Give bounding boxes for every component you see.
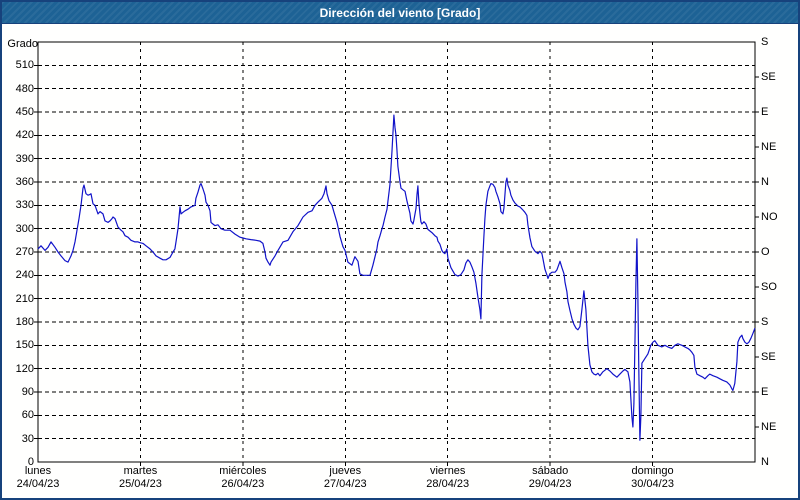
window-title: Dirección del viento [Grado]	[319, 5, 481, 20]
y-axis-label-right: O	[761, 246, 770, 258]
wind-direction-chart	[34, 41, 759, 466]
weekday-label: viernes	[429, 465, 466, 477]
y-axis-label-right: NE	[761, 141, 777, 153]
date-label: 28/04/23	[426, 478, 470, 490]
weekday-label: jueves	[329, 465, 362, 477]
title-bar: Dirección del viento [Grado]	[2, 2, 798, 24]
y-axis-label-left: 300	[15, 222, 34, 235]
y-axis-label-right: SO	[761, 281, 777, 293]
y-axis-label-left: 150	[15, 339, 34, 352]
y-axis-label-left: 90	[21, 386, 34, 398]
date-label: 30/04/23	[631, 478, 674, 490]
date-label: 25/04/23	[119, 478, 162, 490]
y-axis-label-left: 210	[15, 292, 34, 305]
y-axis-label-left: 360	[15, 176, 34, 188]
y-axis-label-right: NO	[761, 211, 778, 223]
y-axis-label-right: N	[761, 176, 769, 188]
x-axis-day-label: viernes 28/04/23	[400, 465, 496, 491]
weekday-label: domingo	[631, 465, 674, 477]
weekday-label: martes	[123, 465, 158, 477]
y-axis-label-left: 330	[15, 199, 34, 212]
date-label: 24/04/23	[16, 478, 60, 490]
y-axis-label-left: 420	[15, 129, 34, 142]
y-axis-label-left: 60	[21, 409, 34, 422]
x-axis-day-label: domingo 30/04/23	[605, 465, 701, 491]
y-axis-title: Grado	[7, 38, 38, 50]
y-axis-label-right: NE	[761, 421, 777, 433]
y-axis-label-right: N	[761, 456, 769, 468]
y-axis-label-right: E	[761, 386, 769, 398]
weekday-label: sábado	[532, 465, 569, 477]
y-axis-label-left: 450	[15, 106, 34, 118]
y-axis-label-left: 270	[15, 246, 34, 258]
weekday-label: lunes	[24, 465, 52, 477]
x-axis-day-label: miércoles 26/04/23	[195, 465, 291, 491]
date-label: 27/04/23	[323, 478, 367, 490]
date-label: 26/04/23	[221, 478, 265, 490]
y-axis-label-left: 120	[15, 362, 34, 375]
date-label: 29/04/23	[528, 478, 572, 490]
y-axis-label-right: S	[761, 316, 769, 328]
y-axis-label-left: 510	[15, 59, 34, 72]
x-axis-day-label: martes 25/04/23	[92, 465, 188, 491]
y-axis-label-left: 390	[15, 152, 34, 165]
y-axis-label-left: 30	[21, 432, 34, 445]
y-axis-label-right: SE	[761, 71, 776, 83]
y-axis-label-left: 480	[15, 82, 34, 95]
x-axis-day-label: jueves 27/04/23	[297, 465, 393, 491]
weekday-label: miércoles	[219, 465, 267, 477]
y-axis-label-left: 0	[27, 456, 34, 468]
y-axis-label-right: SE	[761, 351, 776, 363]
y-axis-label-right: E	[761, 106, 769, 118]
x-axis-day-label: lunes 24/04/23	[2, 465, 86, 491]
y-axis-label-left: 180	[15, 316, 34, 328]
y-axis-label-right: S	[761, 36, 769, 48]
y-axis-label-left: 240	[15, 269, 34, 282]
x-axis-day-label: sábado 29/04/23	[502, 465, 598, 491]
plot-area	[34, 41, 759, 466]
